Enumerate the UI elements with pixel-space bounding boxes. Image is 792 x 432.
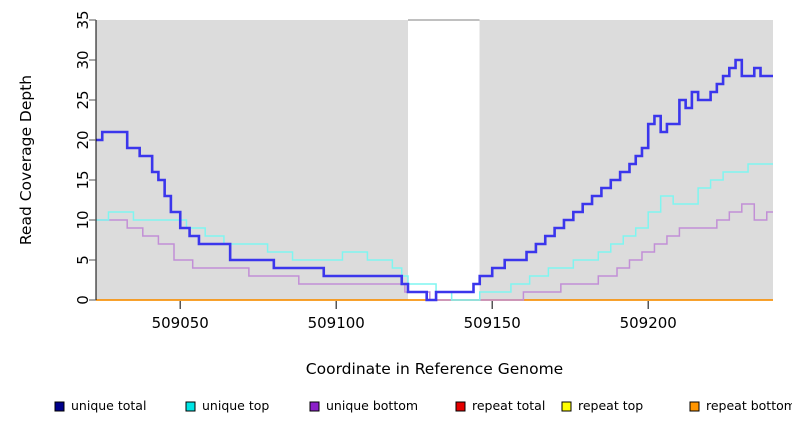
legend-swatch-repeat-total: [455, 401, 466, 412]
plot-panel: [96, 19, 773, 300]
legend-label-repeat-bottom: repeat bottom: [706, 398, 792, 413]
legend-label-unique-total: unique total: [71, 398, 146, 413]
y-tick-label: 30: [74, 50, 92, 69]
y-tick-label: 15: [74, 170, 92, 189]
x-tick-label: 509100: [308, 314, 365, 332]
axis-layer: 0 5 10 15 20 25 30 35 509050 509100 509150 509200: [74, 10, 677, 332]
axis-label-layer: Read Coverage Depth Coordinate in Referen…: [17, 75, 563, 378]
x-tick-label: 509150: [464, 314, 521, 332]
series-line-unique-bottom: [96, 203, 773, 301]
legend-item-unique-total[interactable]: unique total: [54, 398, 146, 413]
chart-legend: unique total unique top unique bottom repea…: [54, 398, 792, 413]
y-tick-label: 20: [74, 130, 92, 149]
legend-label-unique-bottom: unique bottom: [326, 398, 418, 413]
legend-item-repeat-top[interactable]: repeat top: [561, 398, 643, 413]
legend-item-unique-bottom[interactable]: unique bottom: [309, 398, 418, 413]
y-tick-label: 5: [74, 255, 92, 265]
legend-label-repeat-top: repeat top: [578, 398, 643, 413]
gap-region-background: [407, 20, 480, 300]
legend-swatch-repeat-bottom: [689, 401, 700, 412]
legend-swatch-unique-total: [54, 401, 65, 412]
series-line-unique-top: [96, 163, 773, 301]
y-tick-label: 0: [74, 295, 92, 305]
y-tick-label: 35: [74, 10, 92, 29]
x-axis-title: Coordinate in Reference Genome: [306, 360, 563, 378]
series-layer: [96, 58, 773, 302]
x-tick-label: 509200: [620, 314, 677, 332]
x-tick-label: 509050: [152, 314, 209, 332]
legend-item-unique-top[interactable]: unique top: [185, 398, 269, 413]
legend-swatch-repeat-top: [561, 401, 572, 412]
series-line-unique-total: [96, 58, 773, 302]
y-tick-label: 10: [74, 210, 92, 229]
legend-label-unique-top: unique top: [202, 398, 269, 413]
legend-swatch-unique-top: [185, 401, 196, 412]
y-tick-label: 25: [74, 90, 92, 109]
legend-item-repeat-total[interactable]: repeat total: [455, 398, 545, 413]
legend-item-repeat-bottom[interactable]: repeat bottom: [689, 398, 792, 413]
legend-swatch-unique-bottom: [309, 401, 320, 412]
legend-label-repeat-total: repeat total: [472, 398, 545, 413]
y-axis-title: Read Coverage Depth: [17, 75, 35, 245]
